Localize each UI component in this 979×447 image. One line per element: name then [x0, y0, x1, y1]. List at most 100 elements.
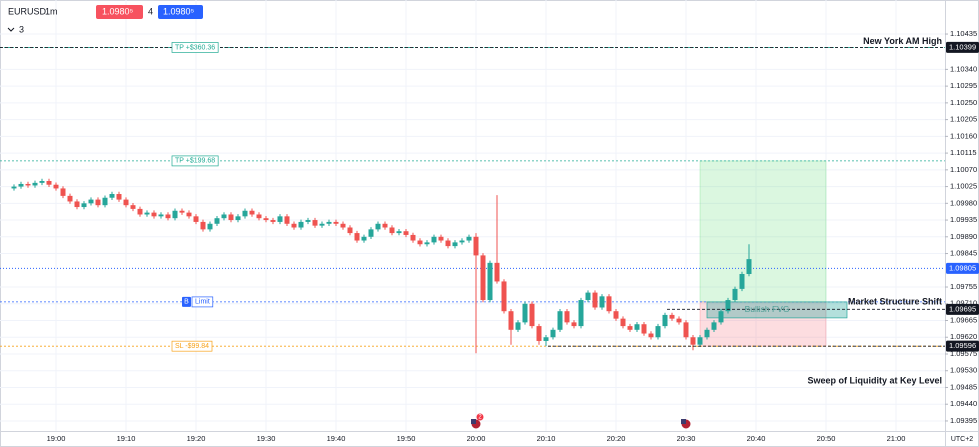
candle-body [123, 199, 129, 206]
side-label: B [184, 299, 189, 306]
candle-body [515, 322, 521, 330]
sell-button[interactable] [96, 5, 143, 19]
candle-body [578, 300, 584, 327]
y-tick-label: 1.09620 [950, 332, 977, 341]
candle-body [291, 223, 297, 228]
y-tick-label: 1.09575 [950, 349, 977, 358]
x-tick-label: 19:30 [257, 434, 276, 443]
candle-body [53, 184, 59, 189]
sell-price[interactable]: 1.0980⁵ [102, 6, 134, 16]
annotation-text: Market Structure Shift [848, 297, 942, 307]
candle-body [669, 314, 675, 319]
candle-body [130, 205, 136, 209]
price-line-label-box [171, 42, 219, 53]
quantity[interactable]: 4 [148, 6, 153, 16]
price-tag [946, 340, 979, 352]
candle-body [284, 216, 290, 224]
candle-body [389, 227, 395, 234]
price-line-label: SL -$99.84 [175, 343, 209, 350]
price-tag-label: 1.10399 [949, 42, 976, 51]
candle-body [11, 186, 17, 189]
candle-body [655, 326, 661, 338]
candle-body [536, 326, 542, 341]
candle-body [599, 296, 605, 308]
candle-body [186, 212, 192, 217]
candle-body [326, 221, 332, 224]
candle-body [361, 236, 367, 241]
candle-body [18, 183, 24, 187]
candle-body [67, 195, 73, 202]
annotation-text: Sweep of Liquidity at Key Level [807, 376, 942, 386]
candle-body [200, 221, 206, 230]
candle-body [228, 214, 234, 221]
candle-body [746, 259, 752, 275]
candle-body [179, 210, 185, 213]
candle-body [676, 318, 682, 323]
candle-body [473, 236, 479, 256]
candle-body [81, 203, 87, 208]
x-tick-label: 19:40 [327, 434, 346, 443]
buy-button[interactable] [158, 5, 203, 19]
y-tick-label: 1.09665 [950, 315, 977, 324]
candle-body [46, 180, 52, 185]
price-line-label: TP +$199.68 [175, 158, 215, 165]
x-tick-label: 20:20 [607, 434, 626, 443]
price-tag-label: 1.09695 [949, 304, 976, 313]
candle-body [732, 288, 738, 301]
candle-body [116, 194, 122, 200]
x-tick-label: 19:10 [117, 434, 136, 443]
y-tick-label: 1.09845 [950, 249, 977, 258]
event-flag-canton [471, 419, 476, 424]
candle-body [256, 214, 262, 219]
candle-body [368, 229, 374, 237]
candle-body [424, 242, 430, 245]
candle-body [74, 201, 80, 208]
x-tick-label: 20:10 [537, 434, 556, 443]
candle-body [235, 216, 241, 221]
y-tick-label: 1.09890 [950, 232, 977, 241]
side-badge [182, 296, 191, 307]
interval[interactable]: 1m [45, 6, 58, 16]
price-line-label-box [191, 296, 214, 308]
candle-body [606, 296, 612, 312]
candle-body [102, 197, 108, 206]
candle-body [641, 324, 647, 334]
y-tick-label: 1.09440 [950, 399, 977, 408]
y-tick-label: 1.10205 [950, 115, 977, 124]
candle-body [207, 223, 213, 230]
price-line-label: Limit [195, 299, 210, 306]
price-tag [946, 41, 979, 53]
y-tick-label: 1.10115 [950, 148, 977, 157]
x-tick-label: 19:50 [397, 434, 416, 443]
candle-body [214, 218, 220, 224]
buy-price[interactable]: 1.0980⁵ [163, 6, 195, 16]
candle-body [312, 220, 318, 226]
collapse-icon[interactable] [7, 27, 15, 32]
price-line-label-box [171, 155, 219, 167]
candle-body [95, 199, 101, 206]
candle-body [431, 236, 437, 243]
candle-body [333, 221, 339, 224]
candle-body [564, 311, 570, 323]
y-tick-label: 1.09755 [950, 282, 977, 291]
fvg-box [706, 301, 848, 319]
candle-body [445, 240, 451, 247]
annotation-text: New York AM High [863, 36, 942, 46]
candle-body [319, 223, 325, 226]
candle-body [704, 329, 710, 338]
candle-body [718, 311, 724, 323]
symbol[interactable]: EURUSD [8, 6, 47, 16]
price-tag [946, 262, 979, 274]
candle-body [151, 212, 157, 217]
y-tick-label: 1.10295 [950, 81, 977, 90]
indicator-count[interactable]: 3 [19, 24, 24, 34]
event-flag-canton [681, 419, 686, 424]
y-tick-label: 1.09980 [950, 198, 977, 207]
candle-body [466, 236, 472, 241]
price-tag-label: 1.09596 [949, 341, 976, 350]
x-tick-label: 20:50 [817, 434, 836, 443]
y-tick-label: 1.09395 [950, 416, 977, 425]
candle-body [25, 183, 31, 186]
